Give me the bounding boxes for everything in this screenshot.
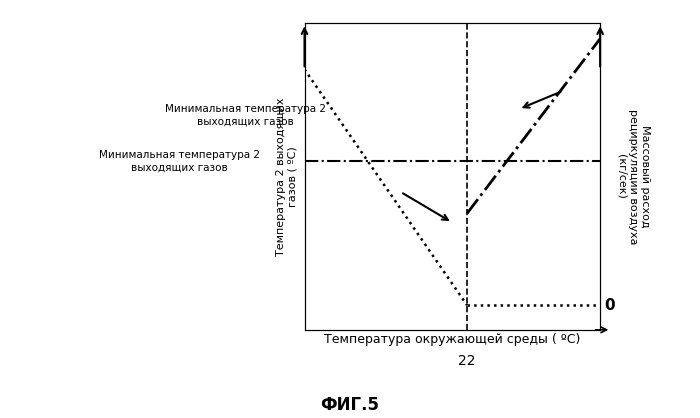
Text: 22: 22 — [458, 354, 476, 368]
Text: Минимальная температура 2
выходящих газов: Минимальная температура 2 выходящих газо… — [165, 104, 326, 126]
Text: Минимальная температура 2
выходящих газов: Минимальная температура 2 выходящих газо… — [99, 150, 260, 172]
Text: 0: 0 — [604, 298, 615, 313]
Y-axis label: Массовый расход
рециркуляции воздуха
(кг/сек): Массовый расход рециркуляции воздуха (кг… — [617, 109, 650, 245]
X-axis label: Температура окружающей среды ( ºС): Температура окружающей среды ( ºС) — [324, 333, 580, 346]
Y-axis label: Температура 2 выходящих
газов ( ºС): Температура 2 выходящих газов ( ºС) — [276, 97, 298, 256]
Text: ФИГ.5: ФИГ.5 — [321, 396, 379, 414]
